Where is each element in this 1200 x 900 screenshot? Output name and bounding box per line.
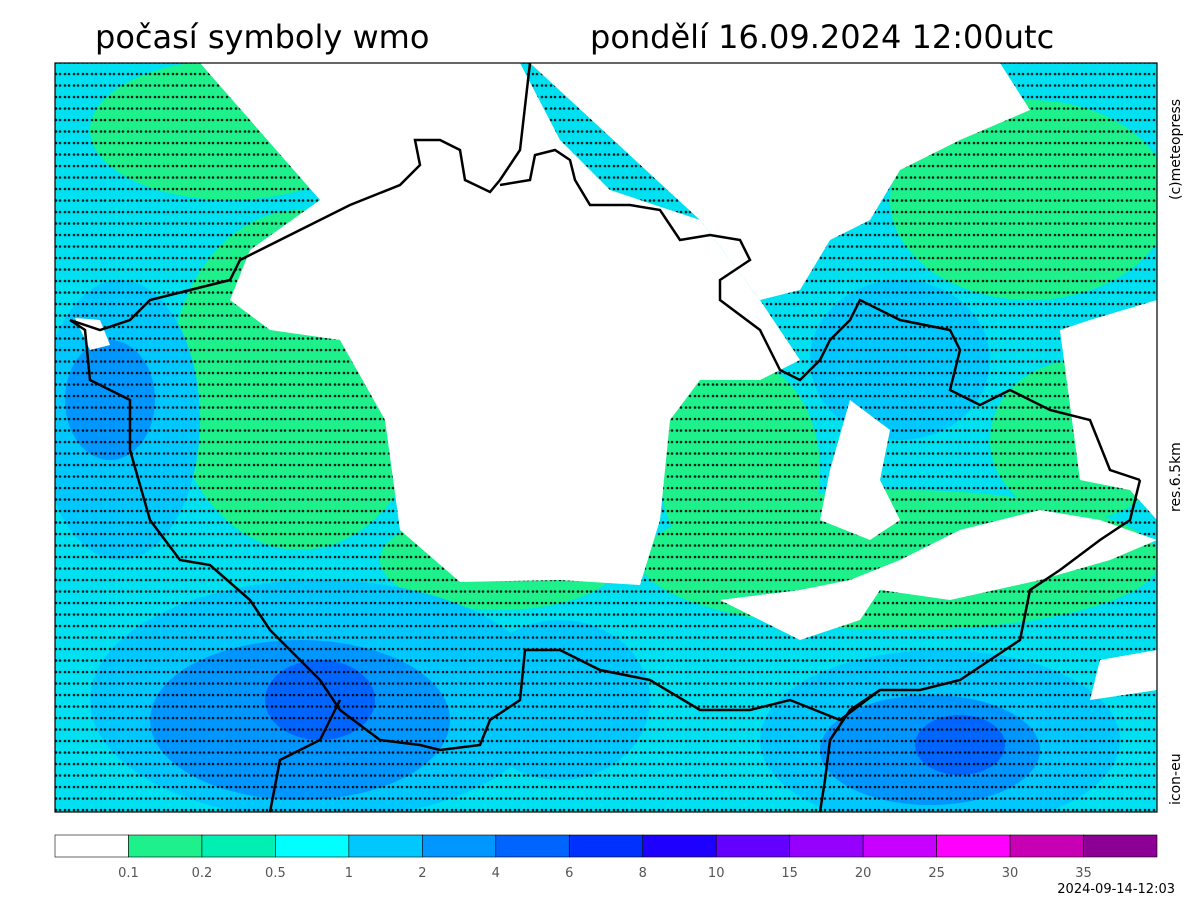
colorbar-swatch — [1083, 834, 1158, 858]
colorbar-tick-label: 0.5 — [265, 866, 286, 881]
no-precip-areas — [75, 63, 1157, 700]
colorbar-tick-label: 20 — [855, 866, 872, 881]
borders — [69, 63, 1142, 812]
colorbar-tick-label: 15 — [781, 866, 798, 881]
title-right: pondělí 16.09.2024 12:00utc — [590, 18, 1054, 56]
resolution-label: res.6.5km — [1168, 442, 1184, 512]
colorbar-swatch — [642, 834, 717, 858]
colorbar-swatch — [54, 834, 129, 858]
colorbar-tick-label: 8 — [639, 866, 647, 881]
colorbar-swatch — [715, 834, 790, 858]
colorbar-tick-label: 1 — [345, 866, 353, 881]
colorbar-swatch — [936, 834, 1011, 858]
colorbar-swatch — [568, 834, 644, 858]
colorbar-swatch — [1009, 834, 1084, 858]
map — [55, 63, 1157, 812]
timestamp: 2024-09-14-12:03 — [1057, 882, 1175, 897]
colorbar-tick-label: 10 — [708, 866, 725, 881]
colorbar-swatch — [348, 834, 423, 858]
colorbar-swatch — [275, 834, 350, 858]
colorbar-tick-label: 0.1 — [118, 866, 139, 881]
map-frame — [54, 62, 1158, 813]
colorbar-tick-label: 25 — [928, 866, 945, 881]
colorbar-swatch — [201, 834, 276, 858]
colorbar-tick-label: 4 — [492, 866, 500, 881]
title-left: počasí symboly wmo — [95, 18, 429, 56]
colorbar: 0.1 0.2 0.5 1 2 4 6 8 10 15 20 25 30 35 — [54, 834, 1158, 881]
colorbar-tick-label: 30 — [1002, 866, 1019, 881]
colorbar-swatch — [789, 834, 864, 858]
colorbar-swatch — [862, 834, 937, 858]
colorbar-tick-label: 6 — [565, 866, 573, 881]
colorbar-tick-label: 35 — [1075, 866, 1092, 881]
copyright-label: (c)meteopress — [1168, 99, 1184, 200]
colorbar-swatch — [495, 834, 570, 858]
colorbar-tick-label: 2 — [418, 866, 426, 881]
colorbar-tick-label: 0.2 — [192, 866, 213, 881]
model-label: icon-eu — [1168, 753, 1184, 805]
colorbar-swatch — [128, 834, 203, 858]
colorbar-swatch — [422, 834, 497, 858]
